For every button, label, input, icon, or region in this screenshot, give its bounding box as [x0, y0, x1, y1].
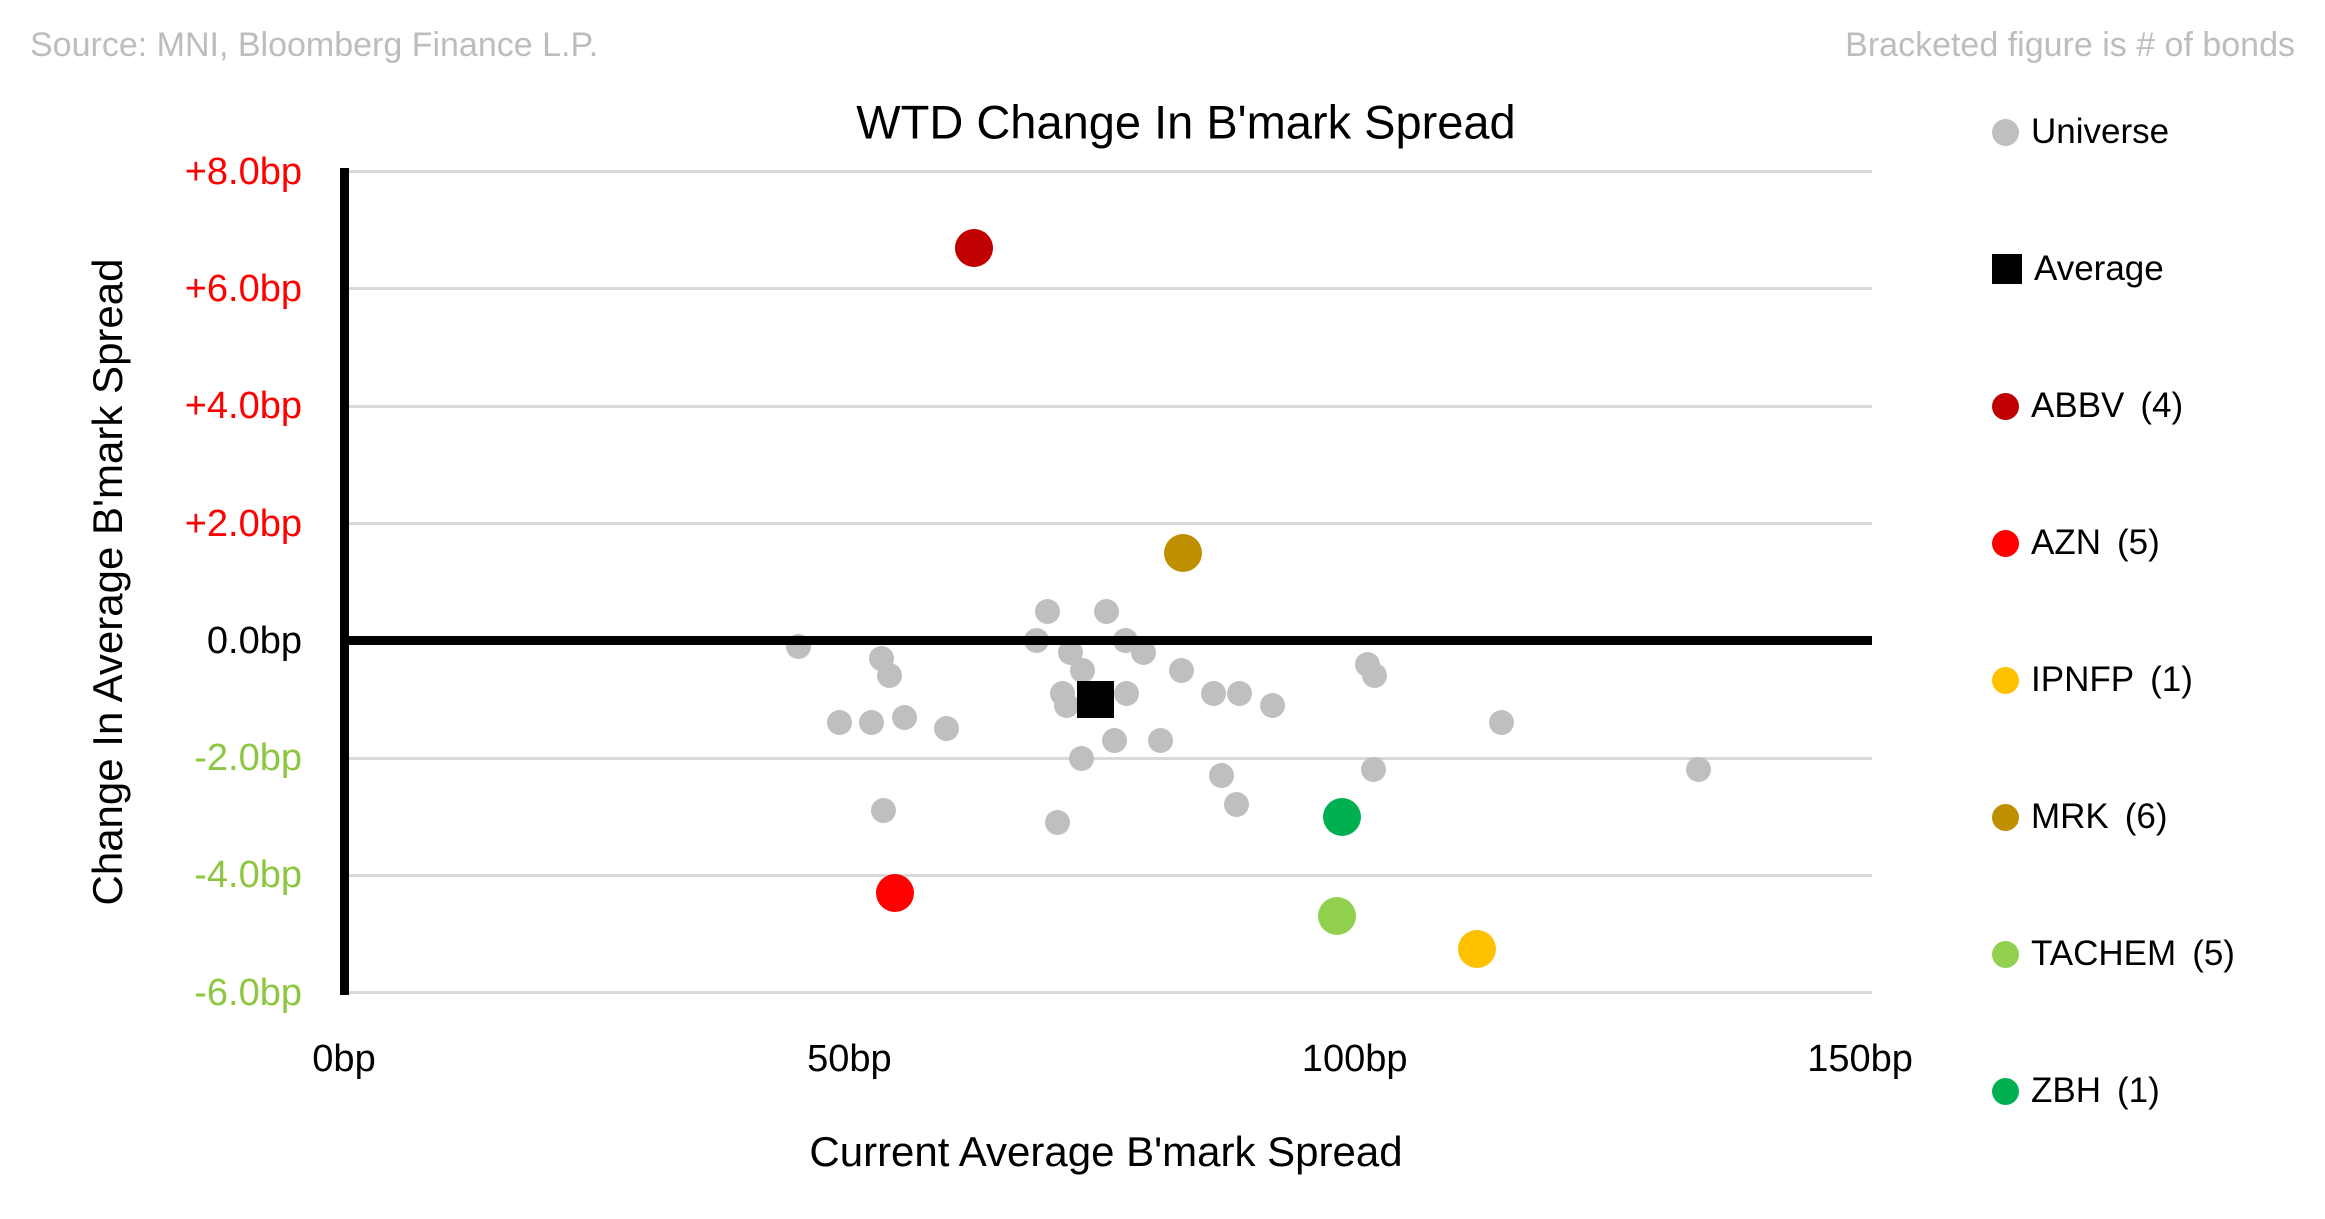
y-tick-label--4.0bp: -4.0bp: [194, 854, 302, 897]
data-point-universe: [1361, 757, 1387, 783]
data-point-mrk: [1163, 533, 1202, 572]
x-tick-label-150bp: 150bp: [1807, 1038, 1913, 1080]
legend-label-ipnfp: IPNFP: [2031, 660, 2135, 699]
y-tick-label--2.0bp: -2.0bp: [194, 737, 302, 780]
legend-label-average: Average: [2034, 249, 2164, 288]
data-point-abbv: [954, 228, 993, 267]
bracket-note-text: Bracketed figure is # of bonds: [1845, 26, 2295, 64]
data-point-universe: [1226, 681, 1252, 707]
average-legend-marker: [1992, 254, 2022, 284]
data-point-universe: [1169, 657, 1195, 683]
gridline-y6: [340, 287, 1872, 291]
y-tick-label-+2.0bp: +2.0bp: [184, 502, 302, 545]
data-point-universe: [1685, 757, 1711, 783]
zbh-legend-marker: [1992, 1077, 2019, 1105]
abbv-legend-marker: [1992, 392, 2019, 420]
data-point-zbh: [1322, 797, 1361, 836]
y-tick-label-+4.0bp: +4.0bp: [184, 385, 302, 428]
data-point-universe: [1045, 810, 1071, 836]
legend-label-abbv: ABBV: [2031, 386, 2125, 425]
gridline-y4: [340, 404, 1872, 408]
legend-label-azn: AZN: [2031, 523, 2101, 562]
x-tick-label-0bp: 0bp: [312, 1038, 376, 1080]
data-point-average: [1077, 680, 1115, 718]
azn-legend-marker: [1992, 529, 2019, 557]
legend-item-universe: Universe: [1992, 112, 2169, 152]
data-point-universe: [933, 716, 959, 742]
legend-count-zbh: (1): [2117, 1071, 2160, 1110]
legend-count-abbv: (4): [2140, 386, 2184, 425]
data-point-universe: [859, 710, 885, 736]
gridline-y8: [340, 170, 1872, 174]
y-axis-title: Change In Average B'mark Spread: [84, 258, 131, 906]
ipnfp-legend-marker: [1992, 666, 2019, 694]
data-point-universe: [1223, 792, 1249, 818]
legend-item-average: Average: [1992, 249, 2164, 289]
data-point-universe: [1101, 727, 1127, 753]
data-point-universe: [1054, 692, 1080, 718]
gridline-y2: [340, 522, 1872, 526]
legend-item-abbv: ABBV (4): [1992, 386, 2183, 426]
data-point-universe: [871, 798, 897, 824]
data-point-universe: [877, 663, 903, 689]
data-point-ipnfp: [1457, 929, 1496, 968]
universe-legend-marker: [1992, 118, 2019, 146]
data-point-universe: [892, 704, 918, 730]
source-text: Source: MNI, Bloomberg Finance L.P.: [30, 26, 599, 64]
legend-count-ipnfp: (1): [2150, 660, 2193, 699]
x-tick-label-50bp: 50bp: [807, 1038, 892, 1080]
legend-item-azn: AZN (5): [1992, 523, 2160, 563]
legend-count-mrk: (6): [2124, 797, 2168, 836]
legend-item-ipnfp: IPNFP (1): [1992, 660, 2193, 700]
zero-line: [340, 636, 1872, 646]
data-point-universe: [1069, 745, 1095, 771]
data-point-tachem: [1317, 897, 1356, 936]
data-point-universe: [1070, 657, 1096, 683]
y-tick-label-+6.0bp: +6.0bp: [184, 267, 302, 310]
legend-item-mrk: MRK (6): [1992, 797, 2168, 837]
x-axis-title: Current Average B'mark Spread: [809, 1128, 1403, 1175]
data-point-universe: [1093, 598, 1119, 624]
legend-count-tachem: (5): [2192, 934, 2235, 973]
gridline-y-2: [340, 756, 1872, 760]
legend-item-zbh: ZBH (1): [1992, 1071, 2160, 1111]
legend-item-tachem: TACHEM (5): [1992, 934, 2235, 974]
legend-label-tachem: TACHEM: [2031, 934, 2177, 973]
data-point-universe: [826, 710, 852, 736]
x-tick-label-100bp: 100bp: [1301, 1038, 1408, 1080]
data-point-azn: [875, 873, 914, 912]
legend-label-universe: Universe: [2031, 112, 2170, 151]
y-tick-label-+8.0bp: +8.0bp: [184, 150, 302, 193]
gridline-y-4: [340, 873, 1872, 877]
data-point-universe: [1208, 763, 1234, 789]
data-point-universe: [1113, 681, 1139, 707]
legend-label-mrk: MRK: [2031, 797, 2109, 836]
y-axis-line: [339, 168, 349, 995]
y-tick-label-0.0bp: 0.0bp: [206, 619, 302, 662]
data-point-universe: [1362, 663, 1388, 689]
data-point-universe: [1260, 692, 1286, 718]
data-point-universe: [1200, 681, 1226, 707]
y-tick-label--6.0bp: -6.0bp: [194, 971, 302, 1014]
data-point-universe: [1148, 727, 1174, 753]
mrk-legend-marker: [1992, 803, 2019, 831]
tachem-legend-marker: [1992, 940, 2019, 968]
data-point-universe: [1034, 598, 1060, 624]
chart-title: WTD Change In B'mark Spread: [856, 95, 1516, 149]
legend-label-zbh: ZBH: [2031, 1071, 2101, 1110]
data-point-universe: [1488, 710, 1514, 736]
legend-count-azn: (5): [2117, 523, 2160, 562]
gridline-y-6: [340, 991, 1872, 995]
